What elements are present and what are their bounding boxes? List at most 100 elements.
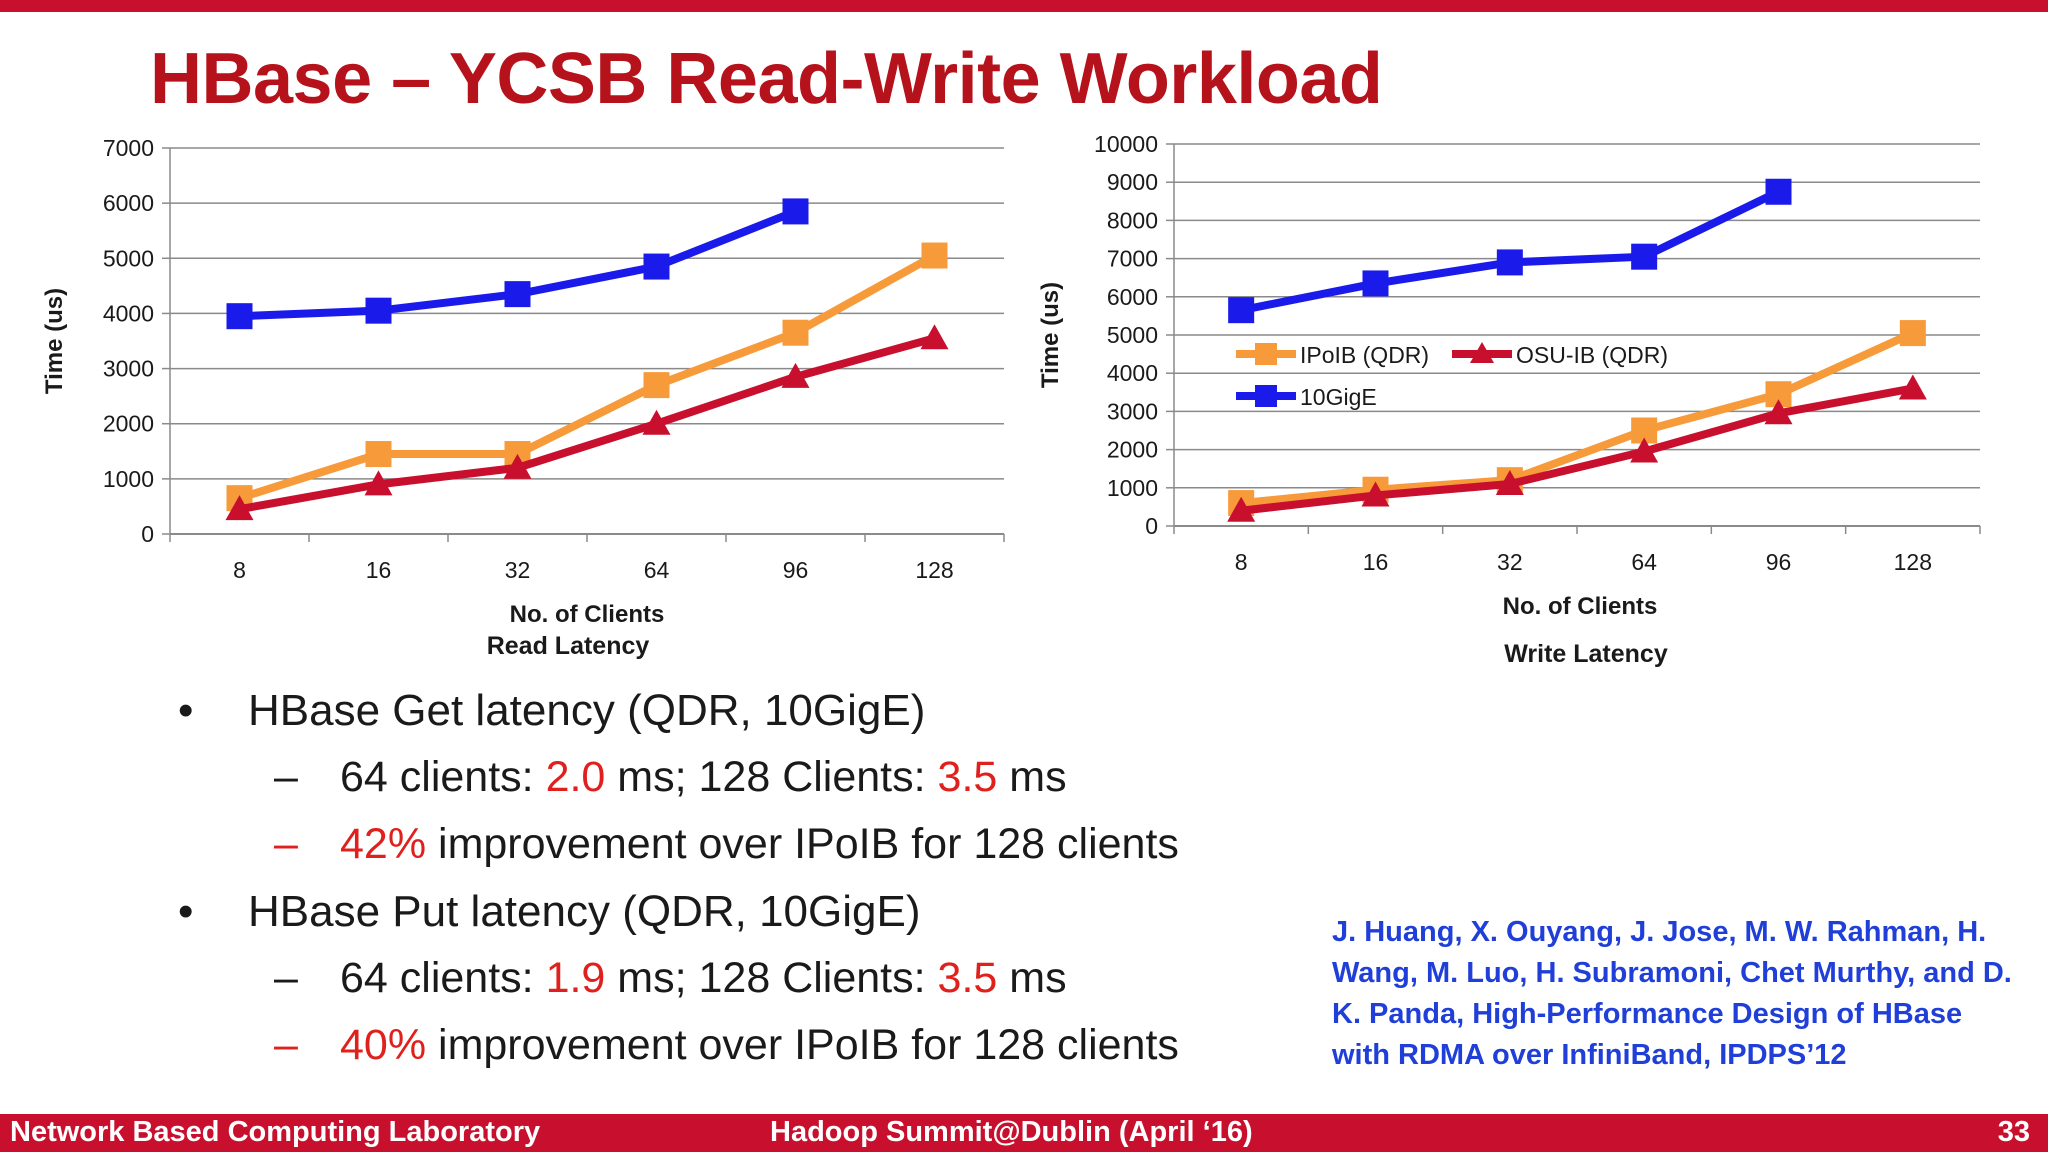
sub-item-put-improvement: –40% improvement over IPoIB for 128 clie…: [274, 1021, 1179, 1070]
legend-marker: [1255, 343, 1277, 365]
x-tick-label: 64: [644, 557, 670, 583]
data-point: [920, 324, 949, 350]
data-point: [1765, 178, 1792, 205]
data-point: [643, 253, 670, 280]
sub-item-get-improvement: –42% improvement over IPoIB for 128 clie…: [274, 820, 1179, 869]
bullet-dot: •: [178, 887, 194, 936]
highlight-value: 40%: [340, 1021, 427, 1069]
data-point: [782, 319, 809, 346]
series-line: [1240, 329, 1915, 508]
series-line: [238, 252, 937, 502]
data-point: [921, 242, 948, 269]
y-tick-label: 4000: [1107, 360, 1158, 386]
bullet-text: HBase Get latency (QDR, 10GigE): [248, 686, 926, 735]
data-point: [364, 470, 393, 496]
bullet-item-get: • HBase Get latency (QDR, 10GigE): [178, 686, 925, 736]
text-part: improvement over IPoIB for 128 clients: [426, 1021, 1179, 1069]
x-tick-label: 16: [366, 557, 392, 583]
x-axis-label: No. of Clients: [510, 601, 665, 628]
sub-text: 42% improvement over IPoIB for 128 clien…: [340, 820, 1179, 868]
legend-label: 10GigE: [1300, 384, 1377, 410]
top-accent-bar: [0, 0, 2048, 12]
data-point: [1899, 320, 1926, 347]
read-latency-chart: 0 1000 2000 3000 4000 5000 6000 7000 8 16 32 64 96 12…: [41, 135, 1005, 660]
data-point: [503, 453, 532, 479]
data-point: [1495, 469, 1524, 495]
x-tick-label: 16: [1363, 549, 1389, 575]
y-tick-label: 0: [141, 521, 154, 547]
write-latency-chart: 0 1000 2000 3000 4000 5000 6000 7000 8000 9000 100…: [1037, 131, 1981, 668]
x-tick-label: 64: [1631, 549, 1657, 575]
text-part: improvement over IPoIB for 128 clients: [426, 820, 1179, 868]
x-tick-label: 32: [1497, 549, 1523, 575]
highlight-value: 1.9: [545, 954, 606, 1002]
data-point: [642, 409, 671, 435]
sub-text: 64 clients: 2.0 ms; 128 Clients: 3.5 ms: [340, 753, 1067, 801]
citation-reference: J. Huang, X. Ouyang, J. Jose, M. W. Rahm…: [1332, 916, 2012, 1071]
chart-title: Read Latency: [487, 632, 650, 660]
footer-event: Hadoop Summit@Dublin (April ‘16): [770, 1116, 1253, 1148]
data-point: [1631, 243, 1658, 270]
highlight-value: 2.0: [545, 753, 606, 801]
x-tick-label: 96: [1766, 549, 1792, 575]
legend-marker: [1255, 385, 1277, 407]
y-tick-label: 9000: [1107, 169, 1158, 195]
y-tick-label: 7000: [1107, 246, 1158, 272]
x-tick-label: 8: [1235, 549, 1248, 575]
sub-text: 40% improvement over IPoIB for 128 clien…: [340, 1021, 1179, 1069]
x-axis-label: No. of Clients: [1503, 593, 1658, 620]
y-tick-label: 1000: [103, 466, 154, 492]
highlight-value: 42%: [340, 820, 427, 868]
y-tick-label: 10000: [1094, 131, 1158, 157]
data-point: [225, 495, 254, 521]
footer-bar: Network Based Computing Laboratory Hadoo…: [0, 1114, 2048, 1152]
footer-lab-name: Network Based Computing Laboratory: [10, 1116, 541, 1148]
y-tick-label: 2000: [1107, 437, 1158, 463]
data-point: [365, 441, 392, 468]
bullet-dot: •: [178, 686, 194, 735]
slide-title: HBase – YCSB Read-Write Workload: [150, 39, 1383, 119]
footer-page-number: 33: [1997, 1116, 2030, 1148]
x-tick-label: 32: [505, 557, 531, 583]
sub-dash: –: [274, 954, 298, 1002]
y-tick-label: 7000: [103, 135, 154, 161]
sub-dash: –: [274, 1021, 298, 1069]
sub-item-get-latency: –64 clients: 2.0 ms; 128 Clients: 3.5 ms: [274, 753, 1067, 802]
series-line: [1240, 384, 1914, 515]
data-point: [1764, 399, 1793, 425]
text-part: ms: [997, 753, 1067, 801]
data-point: [1496, 249, 1523, 276]
highlight-value: 3.5: [937, 954, 998, 1002]
sub-text: 64 clients: 1.9 ms; 128 Clients: 3.5 ms: [340, 954, 1067, 1002]
y-tick-label: 3000: [1107, 398, 1158, 424]
y-tick-label: 3000: [103, 356, 154, 382]
highlight-value: 3.5: [937, 753, 998, 801]
legend-label: IPoIB (QDR): [1300, 342, 1429, 368]
x-tick-label: 128: [915, 557, 953, 583]
y-axis-label: Time (us): [41, 288, 68, 394]
data-point: [643, 372, 670, 399]
data-point: [1361, 481, 1390, 507]
text-part: ms: [997, 954, 1067, 1002]
y-tick-label: 2000: [103, 411, 154, 437]
x-tick-label: 96: [783, 557, 809, 583]
data-point: [365, 297, 392, 324]
data-point: [1362, 270, 1389, 297]
x-tick-label: 8: [233, 557, 246, 583]
y-tick-label: 6000: [1107, 284, 1158, 310]
data-point: [226, 303, 253, 330]
y-tick-label: 8000: [1107, 207, 1158, 233]
y-tick-label: 4000: [103, 300, 154, 326]
chart-title: Write Latency: [1504, 640, 1668, 668]
series-line: [238, 334, 936, 514]
sub-dash: –: [274, 753, 298, 801]
data-point: [782, 198, 809, 225]
y-tick-label: 0: [1145, 513, 1158, 539]
text-part: ms; 128 Clients:: [605, 753, 938, 801]
data-point: [781, 362, 810, 388]
data-point: [1228, 297, 1255, 324]
legend-marker: [1470, 342, 1494, 363]
text-part: ms; 128 Clients:: [605, 954, 938, 1002]
data-point: [1227, 496, 1256, 522]
data-point: [504, 281, 531, 308]
